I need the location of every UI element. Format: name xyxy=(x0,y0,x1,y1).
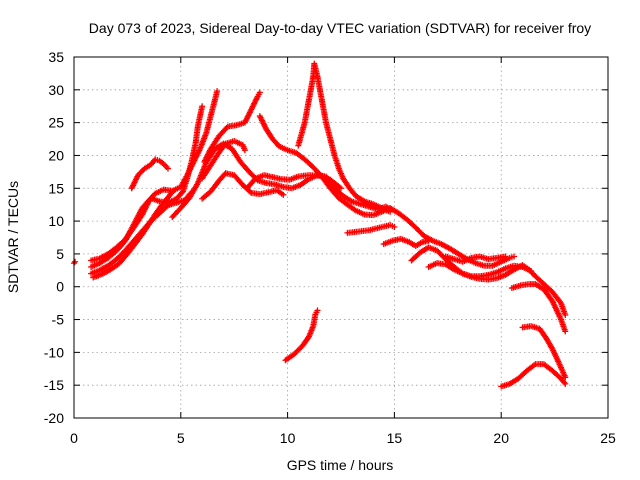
series-pass-07 xyxy=(201,89,263,166)
y-tick-label: 0 xyxy=(56,279,64,295)
data-point xyxy=(168,190,175,197)
series-pass-09 xyxy=(199,170,287,202)
data-point xyxy=(387,208,394,215)
series-pass-04 xyxy=(90,189,176,281)
series-pass-21 xyxy=(498,361,569,390)
y-tick-label: 20 xyxy=(48,147,64,163)
data-point xyxy=(562,328,569,335)
series-pass-02 xyxy=(88,103,206,271)
data-point xyxy=(336,184,343,191)
y-tick-label: 25 xyxy=(48,115,64,131)
series-pass-16 xyxy=(408,244,569,318)
series-pass-08 xyxy=(199,138,248,182)
y-tick-label: 5 xyxy=(56,246,64,262)
data-point xyxy=(391,223,398,230)
data-point xyxy=(314,307,321,314)
grid-lines xyxy=(74,57,608,418)
x-tick-label: 0 xyxy=(70,430,78,446)
data-point xyxy=(256,89,263,96)
x-tick-label: 5 xyxy=(177,430,185,446)
series-pass-13 xyxy=(295,60,394,215)
series-pass-05 xyxy=(128,156,171,192)
data-marks xyxy=(71,60,569,390)
series-pass-14 xyxy=(344,222,398,236)
series-pass-18 xyxy=(442,253,509,265)
data-point xyxy=(214,88,221,95)
y-tick-label: -15 xyxy=(44,377,64,393)
data-point xyxy=(164,165,171,172)
y-tick-label: 10 xyxy=(48,213,64,229)
data-point xyxy=(511,253,518,260)
x-tick-label: 20 xyxy=(493,430,509,446)
y-tick-label: -10 xyxy=(44,344,64,360)
data-point xyxy=(425,237,432,244)
series-pass-20 xyxy=(519,323,569,381)
axis-ticks: 0 5 10 15 20 25 -20 -15 -10 -5 0 5 10 15 20 25 30 35 xyxy=(44,49,616,446)
x-tick-label: 25 xyxy=(600,430,616,446)
y-tick-label: 35 xyxy=(48,49,64,65)
data-point xyxy=(280,191,287,198)
y-tick-label: 30 xyxy=(48,82,64,98)
series-pass-06 xyxy=(169,140,394,221)
data-point xyxy=(241,147,248,154)
data-point xyxy=(528,267,535,274)
x-tick-label: 10 xyxy=(280,430,296,446)
series-pass-00 xyxy=(71,258,79,267)
chart-title: Day 073 of 2023, Sidereal Day-to-day VTE… xyxy=(89,20,591,36)
data-point xyxy=(562,374,569,381)
data-point xyxy=(338,185,344,192)
series-pass-17 xyxy=(425,260,535,280)
data-point xyxy=(169,189,176,196)
y-tick-label: 15 xyxy=(48,180,64,196)
series-pass-12 xyxy=(282,307,321,364)
y-tick-label: -20 xyxy=(44,410,64,426)
series-pass-15 xyxy=(380,235,432,250)
data-point xyxy=(502,253,509,260)
y-tick-label: -5 xyxy=(52,312,65,328)
x-tick-label: 15 xyxy=(387,430,403,446)
data-point xyxy=(562,311,569,318)
data-point xyxy=(562,380,569,387)
data-point xyxy=(199,103,206,110)
x-axis-label: GPS time / hours xyxy=(287,457,394,473)
data-point xyxy=(151,157,158,164)
y-axis-label: SDTVAR / TECUs xyxy=(5,181,21,293)
data-point xyxy=(561,379,568,386)
series-pass-19 xyxy=(508,281,569,335)
data-point xyxy=(72,258,79,265)
plot-frame xyxy=(73,56,609,419)
